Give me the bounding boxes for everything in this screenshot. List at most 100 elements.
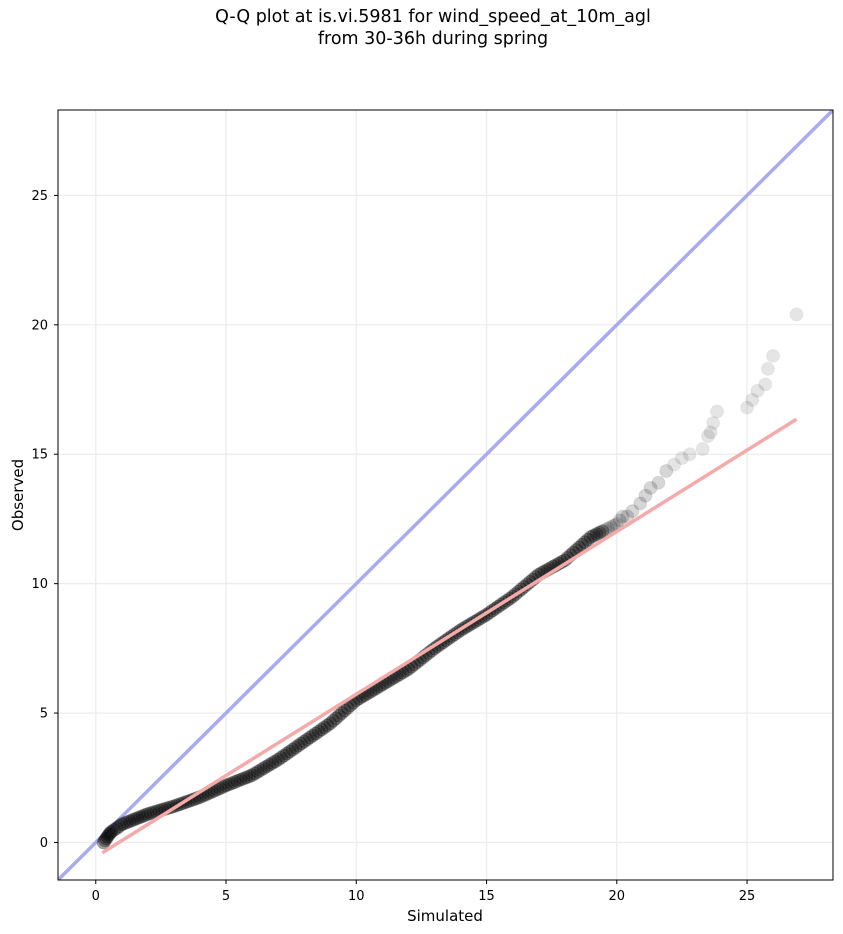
data-point <box>701 429 715 444</box>
y-tick-label: 20 <box>31 318 48 333</box>
data-point <box>104 824 119 839</box>
x-tick-label: 15 <box>478 889 495 904</box>
y-tick-label: 15 <box>31 448 48 463</box>
data-point <box>326 713 341 728</box>
data-point <box>224 776 239 791</box>
data-point <box>314 722 329 737</box>
data-point <box>598 522 613 537</box>
data-point <box>760 361 775 376</box>
data-point <box>216 779 231 794</box>
data-point <box>268 754 283 769</box>
data-point <box>595 524 610 539</box>
data-point <box>100 829 115 844</box>
data-point <box>612 513 627 528</box>
data-point <box>615 509 630 524</box>
fit-line <box>101 417 798 855</box>
data-point <box>620 509 635 524</box>
data-point <box>130 811 145 826</box>
data-point <box>282 744 297 759</box>
data-point <box>285 742 300 757</box>
data-point <box>580 532 595 547</box>
data-point <box>305 728 320 743</box>
data-point <box>135 809 150 823</box>
y-tick-label: 5 <box>40 707 48 722</box>
data-point <box>766 348 780 363</box>
data-point <box>99 831 114 846</box>
data-point <box>230 774 245 788</box>
data-point <box>239 770 254 785</box>
data-point <box>651 475 666 490</box>
x-tick-label: 5 <box>222 889 230 904</box>
data-point <box>332 708 346 723</box>
data-point <box>334 706 349 720</box>
data-point <box>682 447 697 462</box>
data-point <box>107 823 121 837</box>
data-point <box>274 750 288 765</box>
data-point <box>143 806 158 821</box>
data-point <box>245 768 259 783</box>
data-point <box>265 756 280 770</box>
data-point <box>253 763 268 777</box>
data-point <box>291 738 306 753</box>
data-point <box>583 530 598 544</box>
data-point <box>114 817 129 832</box>
data-point <box>120 815 134 830</box>
data-point <box>133 810 147 825</box>
y-axis-label: Observed <box>9 459 27 531</box>
data-point <box>695 442 710 456</box>
data-point <box>259 759 274 774</box>
data-point <box>219 778 233 793</box>
data-point <box>262 757 277 772</box>
data-point <box>294 736 309 751</box>
data-point <box>638 488 653 503</box>
data-point <box>308 726 323 741</box>
data-point <box>329 711 343 726</box>
data-point <box>311 724 326 739</box>
data-point <box>320 718 335 733</box>
data-point <box>300 732 314 747</box>
data-point <box>242 769 257 784</box>
data-point <box>789 307 804 322</box>
chart-title-line1: Q-Q plot at is.vi.5981 for wind_speed_at… <box>215 7 651 27</box>
data-points <box>96 307 804 850</box>
data-point <box>337 703 352 718</box>
data-point <box>256 761 271 776</box>
data-point <box>250 764 265 779</box>
data-point <box>323 716 338 731</box>
data-point <box>317 720 332 735</box>
data-point <box>633 496 648 511</box>
data-point <box>127 812 142 827</box>
data-point <box>745 392 760 407</box>
data-point <box>586 528 601 543</box>
data-point <box>625 504 640 519</box>
x-tick-label: 10 <box>348 889 365 904</box>
data-point <box>659 464 674 478</box>
data-point <box>248 766 262 781</box>
data-point <box>122 814 137 829</box>
data-point <box>213 781 228 796</box>
data-point <box>667 457 681 472</box>
data-point <box>109 821 124 836</box>
x-tick-label: 20 <box>609 889 626 904</box>
data-point <box>277 748 291 763</box>
axis-ticks: 0 5 10 15 20 25 0 5 10 15 20 25 <box>31 189 755 904</box>
data-point <box>288 740 303 755</box>
data-point <box>222 777 236 792</box>
data-point <box>643 480 658 495</box>
data-point <box>97 833 112 848</box>
data-point <box>675 451 689 466</box>
data-point <box>710 404 724 419</box>
y-tick-label: 10 <box>31 577 48 592</box>
data-point <box>236 771 251 786</box>
identity-line <box>58 110 833 880</box>
data-point <box>140 807 155 821</box>
data-point <box>138 808 153 822</box>
y-tick-label: 25 <box>31 189 48 204</box>
data-point <box>112 819 127 834</box>
data-point <box>227 775 242 789</box>
data-point <box>103 826 118 841</box>
data-point <box>758 377 773 392</box>
data-point <box>117 816 132 831</box>
chart-subtitle: from 30-36h during spring <box>317 29 549 49</box>
grid <box>58 110 833 880</box>
